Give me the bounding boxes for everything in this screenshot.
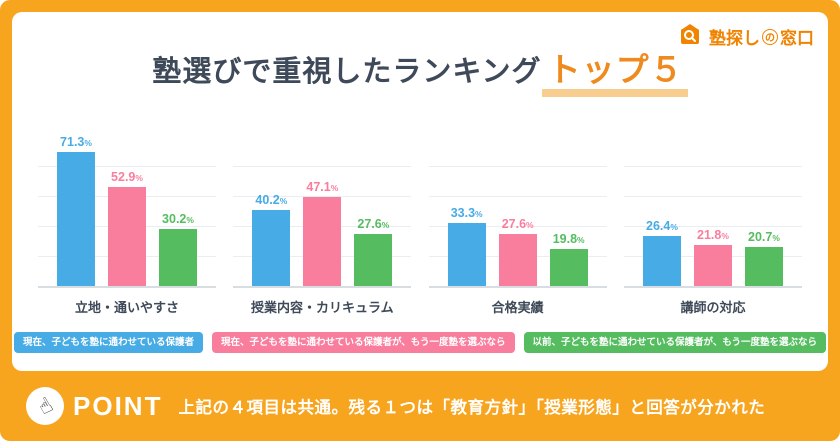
footer-text: 上記の４項目は共通。残る１つは「教育方針」「授業形態」と回答が分かれた	[178, 399, 766, 417]
chart-group: 26.4% 21.8% 20.7% 講師の対応	[623, 137, 802, 316]
percent-sign: %	[84, 138, 92, 149]
percent-sign: %	[772, 232, 780, 243]
chart-group: 71.3% 52.9% 30.2% 立地・通いやすさ	[38, 135, 216, 316]
legend-chip: 現在、子どもを塾に通わせている保護者	[13, 331, 203, 354]
percent-sign: %	[381, 220, 390, 231]
logo-text-part1: 塾探し	[709, 29, 760, 48]
percent-sign: %	[526, 220, 534, 231]
bar-charts: 71.3% 52.9% 30.2% 立地・通いやすさ 40.2% 47.1% 27.6% 授業…	[12, 135, 828, 316]
page-title: 塾選びで重視したランキング トップ５	[12, 50, 828, 97]
plot-area: 71.3% 52.9% 30.2%	[38, 135, 216, 288]
bar-value-label: 52.9%	[111, 169, 143, 184]
logo-icon	[678, 22, 704, 51]
bar: 52.9%	[108, 170, 146, 286]
percent-sign: %	[721, 230, 729, 241]
bar-value-label: 33.3%	[450, 206, 483, 221]
chart-group: 33.3% 27.6% 19.8% 合格実績	[428, 137, 607, 316]
plot-area: 33.3% 27.6% 19.8%	[428, 137, 607, 288]
legend-chip: 現在、子どもを塾に通わせている保護者が、もう一度塾を選ぶなら	[211, 331, 515, 354]
point-badge: ☝ POINT	[26, 387, 162, 425]
bar: 21.8%	[693, 228, 732, 286]
category-label: 授業内容・カリキュラム	[251, 299, 394, 315]
bar: 40.2%	[252, 193, 291, 286]
percent-sign: %	[279, 196, 288, 207]
logo: 塾探し の 窓口	[678, 22, 814, 51]
category-label: 講師の対応	[680, 299, 746, 315]
hand-glyph: ☝	[33, 392, 57, 420]
point-badge-label: POINT	[73, 390, 163, 421]
chart-group: 40.2% 47.1% 27.6% 授業内容・カリキュラム	[233, 137, 412, 316]
content-card: 塾探し の 窓口 塾選びで重視したランキング トップ５ 71.3% 52.9% 30.…	[12, 12, 828, 371]
bar: 71.3%	[57, 135, 95, 286]
bar: 20.7%	[744, 230, 783, 286]
percent-sign: %	[475, 209, 483, 220]
percent-sign: %	[135, 172, 143, 183]
percent-sign: %	[186, 215, 194, 226]
bar: 33.3%	[447, 206, 486, 286]
logo-text: 塾探し の 窓口	[709, 24, 814, 49]
bar-value-label: 40.2%	[255, 193, 288, 208]
plot-area: 40.2% 47.1% 27.6%	[233, 137, 412, 288]
pointing-hand-icon: ☝	[26, 387, 64, 425]
bar-value-label: 27.6%	[501, 217, 534, 232]
page-title-main: 塾選びで重視したランキング	[152, 56, 542, 88]
bar-value-label: 20.7%	[748, 229, 780, 244]
percent-sign: %	[670, 222, 678, 233]
bar-value-label: 71.3%	[60, 135, 92, 150]
bar-value-label: 27.6%	[357, 217, 390, 232]
category-label: 合格実績	[491, 299, 544, 315]
logo-text-part3: 窓口	[780, 29, 814, 48]
bar: 27.6%	[498, 217, 537, 286]
plot-area: 26.4% 21.8% 20.7%	[623, 137, 802, 288]
bar: 47.1%	[303, 180, 342, 286]
percent-sign: %	[330, 183, 339, 194]
page-title-highlight: トップ５	[541, 51, 688, 97]
bar-value-label: 26.4%	[646, 219, 678, 234]
bar-value-label: 47.1%	[306, 180, 339, 195]
percent-sign: %	[577, 234, 585, 245]
point-footer: ☝ POINT 上記の４項目は共通。残る１つは「教育方針」「授業形態」と回答が分…	[0, 371, 840, 441]
bar: 26.4%	[642, 219, 681, 286]
legend-chip: 以前、子どもを塾に通わせている保護者が、もう一度塾を選ぶなら	[523, 331, 827, 354]
bar-value-label: 19.8%	[552, 231, 585, 246]
bar: 19.8%	[549, 232, 588, 286]
bar-value-label: 30.2%	[162, 212, 194, 227]
bar-value-label: 21.8%	[697, 227, 729, 242]
bar: 27.6%	[354, 217, 393, 286]
chart-legend: 現在、子どもを塾に通わせている保護者 現在、子どもを塾に通わせている保護者が、もう…	[12, 331, 828, 354]
logo-text-part2: の	[762, 28, 778, 45]
category-label: 立地・通いやすさ	[74, 299, 179, 315]
bar: 30.2%	[159, 212, 197, 286]
